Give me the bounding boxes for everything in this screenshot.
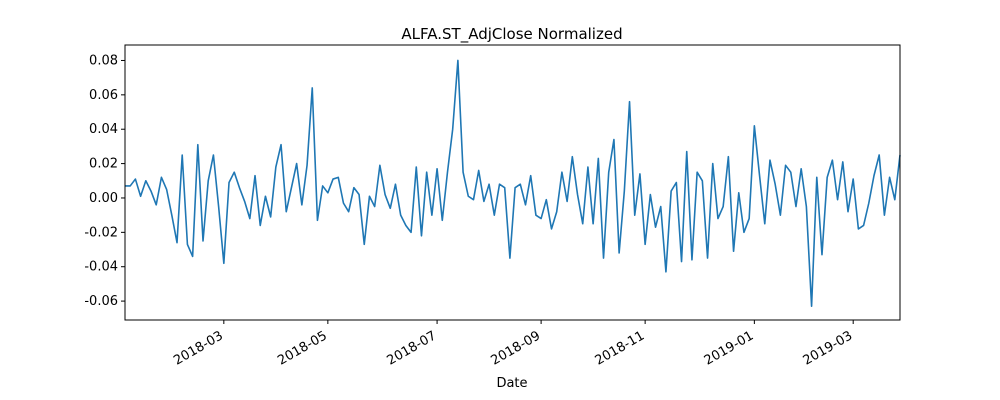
y-tick-label: 0.08 [89,53,118,68]
y-tick-label: -0.04 [84,260,118,275]
y-tick-label: -0.02 [84,225,118,240]
y-tick-label: 0.02 [89,157,118,172]
y-tick-label: 0.00 [89,191,118,206]
y-tick-label: 0.04 [89,122,118,137]
line [125,59,901,308]
y-tick-label: -0.06 [84,294,118,309]
y-tick-label: 0.06 [89,88,118,103]
x-axis-label: Date [496,376,527,391]
chart-title: ALFA.ST_AdjClose Normalized [401,25,622,44]
plot-frame [124,44,901,321]
